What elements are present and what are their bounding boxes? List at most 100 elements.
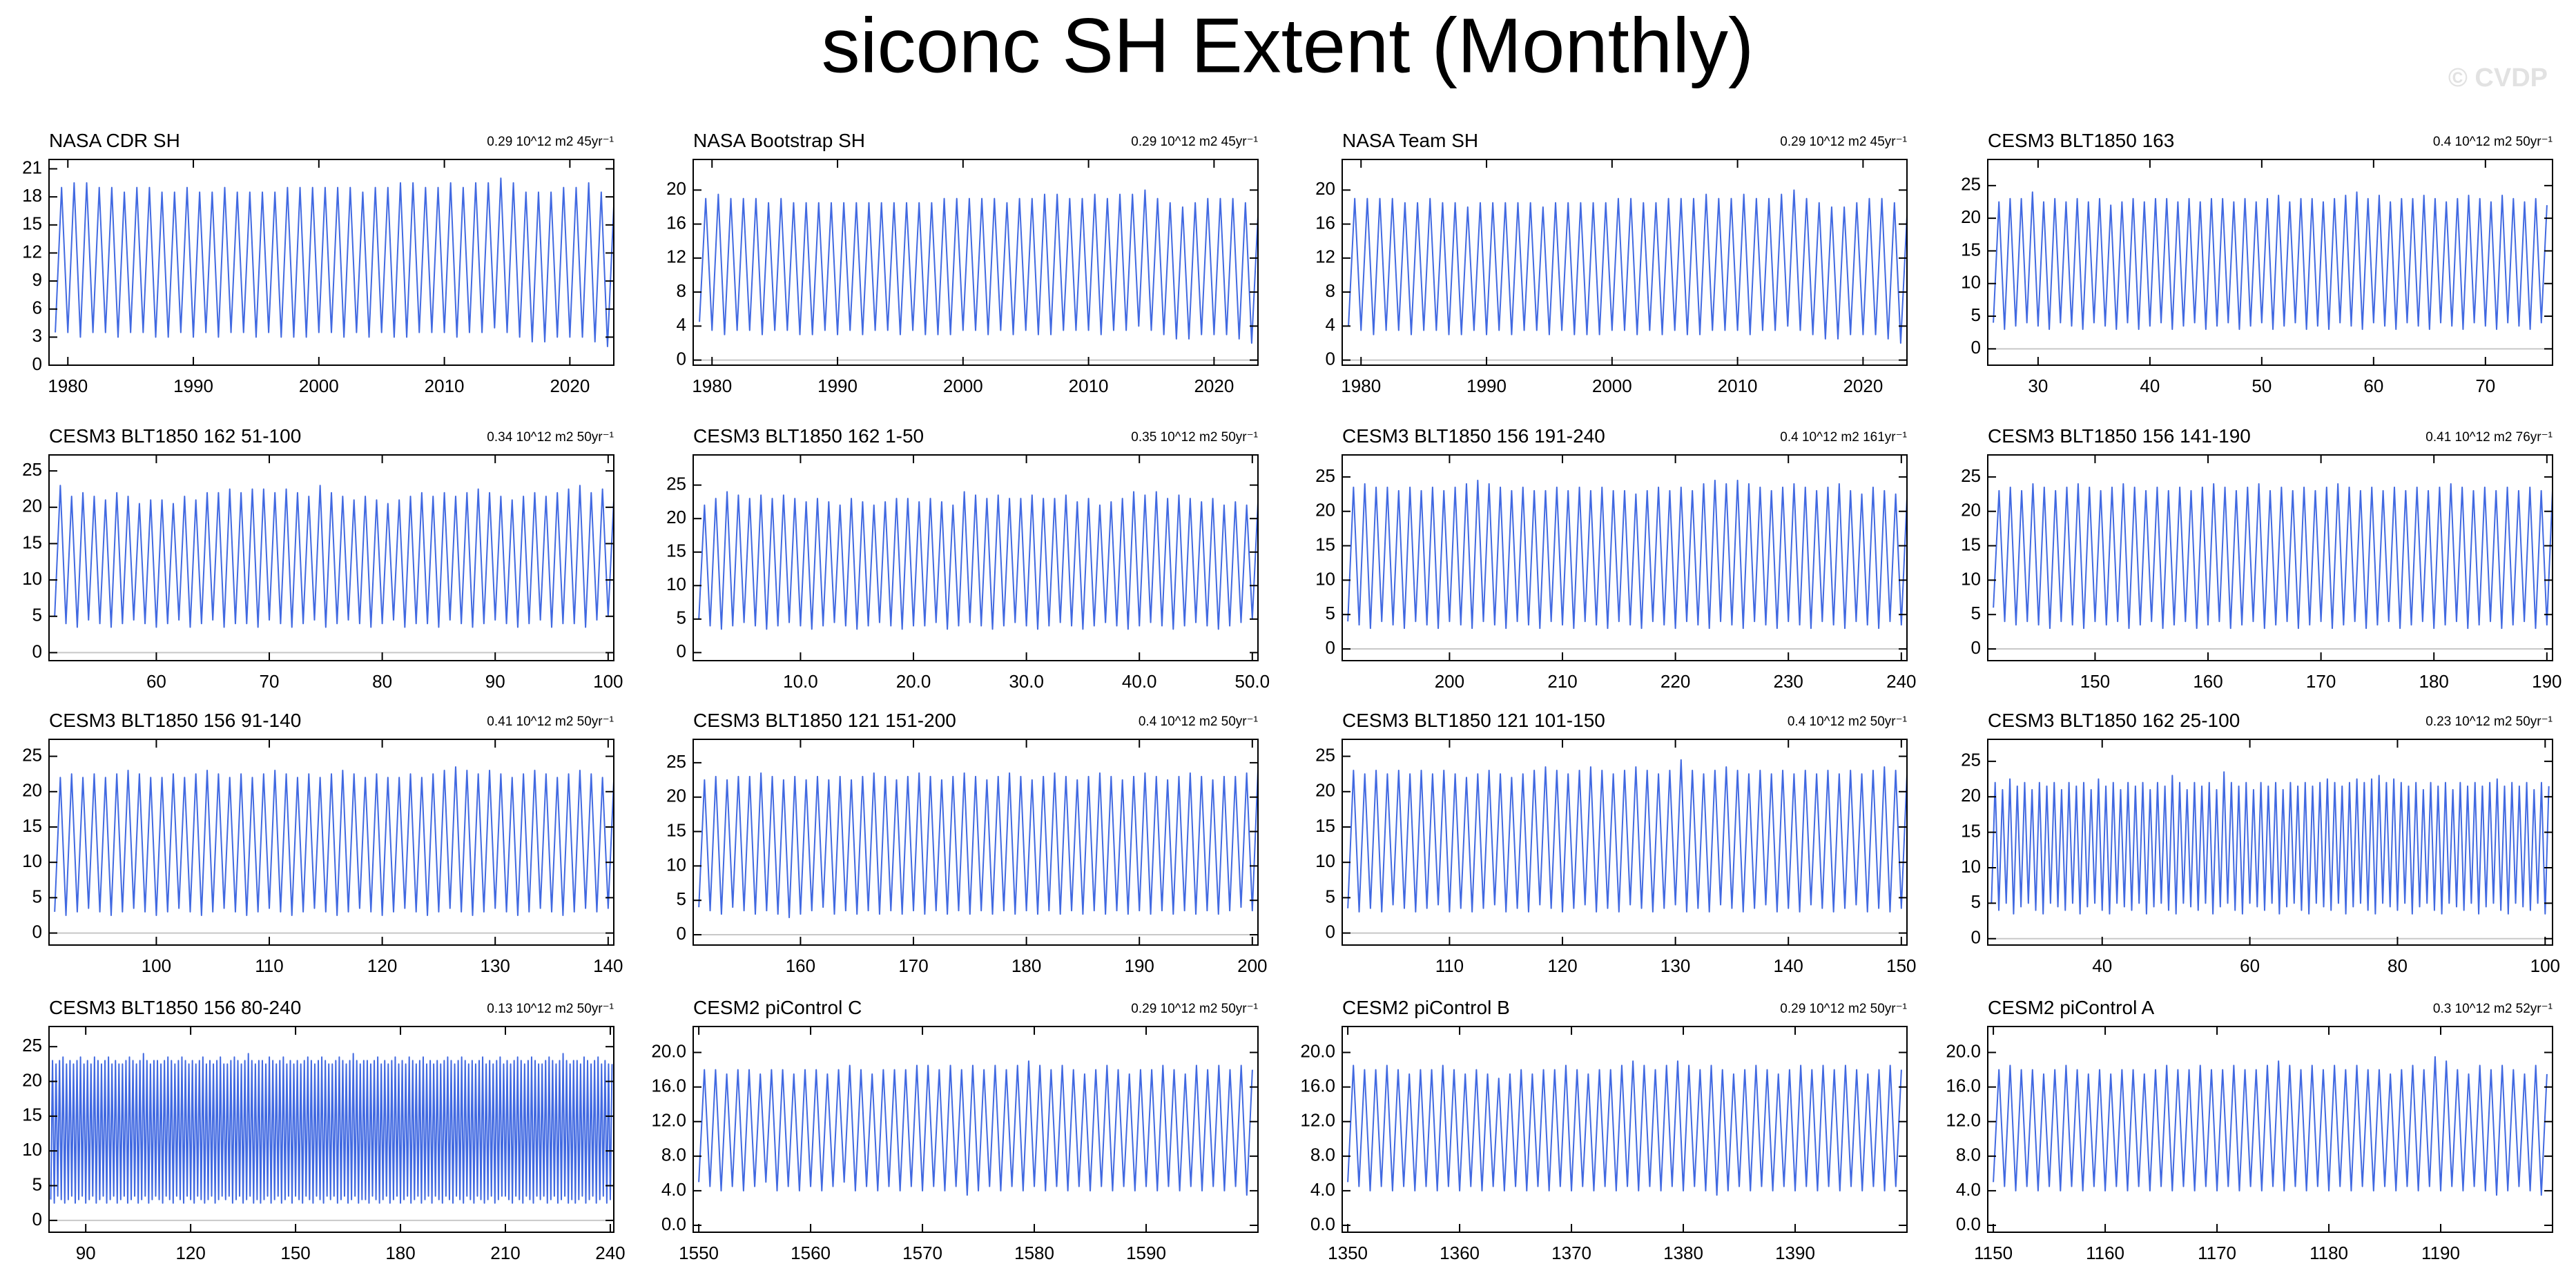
plot-frame [48, 1026, 614, 1233]
x-tick-label: 1390 [1775, 1243, 1815, 1263]
y-tick-label: 15 [1961, 534, 1981, 554]
y-tick-label: 10 [1961, 856, 1981, 877]
panel-title: CESM3 BLT1850 156 80-240 [49, 997, 301, 1018]
x-tick-label: 2020 [550, 376, 590, 396]
y-tick-label: 0 [677, 923, 686, 944]
x-tick-label: 1980 [48, 376, 88, 396]
data-line [1348, 189, 1908, 344]
x-tick-label: 240 [595, 1243, 625, 1263]
trend-label: 0.29 10^12 m2 50yr⁻¹ [1131, 1002, 1258, 1016]
data-line [698, 769, 1259, 919]
x-tick-label: 40.0 [1122, 671, 1157, 692]
x-tick-label: 1380 [1663, 1243, 1703, 1263]
x-tick-label: 2020 [1843, 376, 1883, 396]
x-tick-label: 140 [593, 955, 623, 976]
trend-label: 0.35 10^12 m2 50yr⁻¹ [1131, 430, 1258, 445]
x-tick-label: 1980 [1341, 376, 1381, 396]
y-tick-label: 20 [22, 1069, 42, 1090]
y-tick-label: 16 [666, 212, 686, 233]
x-tick-label: 120 [367, 955, 397, 976]
y-tick-label: 16 [1315, 212, 1335, 233]
trend-label: 0.3 10^12 m2 52yr⁻¹ [2433, 1002, 2553, 1016]
plot-frame [1342, 739, 1908, 946]
x-tick-label: 80 [372, 671, 392, 692]
x-tick-label: 60 [2240, 955, 2260, 976]
y-tick-label: 20 [666, 178, 686, 199]
x-tick-label: 220 [1660, 671, 1690, 692]
y-tick-label: 25 [22, 1035, 42, 1056]
y-tick-label: 10 [22, 568, 42, 589]
y-tick-label: 12.0 [1300, 1110, 1335, 1131]
x-tick-label: 190 [2532, 671, 2562, 692]
data-line [699, 189, 1259, 344]
x-tick-label: 140 [1774, 955, 1803, 976]
x-tick-label: 1550 [679, 1243, 719, 1263]
data-line [1347, 479, 1908, 630]
trend-label: 0.23 10^12 m2 50yr⁻¹ [2425, 714, 2553, 729]
trend-label: 0.4 10^12 m2 50yr⁻¹ [1788, 714, 1907, 729]
x-tick-label: 100 [142, 955, 171, 976]
y-tick-label: 0 [1326, 921, 1335, 942]
x-tick-label: 30 [2028, 376, 2048, 396]
y-tick-label: 25 [22, 744, 42, 765]
x-tick-label: 50.0 [1235, 671, 1270, 692]
y-tick-label: 0 [1971, 927, 1981, 948]
x-tick-label: 150 [280, 1243, 310, 1263]
trend-label: 0.29 10^12 m2 45yr⁻¹ [1780, 135, 1907, 149]
y-tick-label: 3 [32, 325, 42, 346]
y-tick-label: 0 [677, 348, 686, 369]
y-tick-label: 25 [1961, 465, 1981, 486]
y-tick-label: 20 [1961, 785, 1981, 806]
y-tick-label: 25 [666, 751, 686, 772]
y-tick-label: 16.0 [1946, 1076, 1981, 1096]
panel-title: CESM3 BLT1850 121 101-150 [1342, 710, 1605, 731]
x-tick-label: 1370 [1551, 1243, 1591, 1263]
y-tick-label: 15 [22, 213, 42, 234]
x-tick-label: 1980 [692, 376, 732, 396]
x-tick-label: 200 [1435, 671, 1464, 692]
y-tick-label: 10 [1961, 272, 1981, 293]
plot-frame [1987, 1026, 2553, 1233]
plot-frame [48, 454, 614, 661]
x-tick-label: 170 [2306, 671, 2336, 692]
y-tick-label: 20 [1961, 500, 1981, 521]
y-tick-label: 6 [32, 298, 42, 318]
plot-frame [1987, 159, 2553, 366]
y-tick-label: 25 [666, 474, 686, 494]
x-tick-label: 230 [1774, 671, 1803, 692]
y-tick-label: 12.0 [1946, 1110, 1981, 1131]
x-tick-label: 160 [2193, 671, 2222, 692]
x-tick-label: 240 [1886, 671, 1916, 692]
y-tick-label: 8 [1326, 280, 1335, 301]
y-tick-label: 12.0 [651, 1110, 686, 1131]
y-tick-label: 25 [1315, 744, 1335, 765]
x-tick-label: 1580 [1014, 1243, 1054, 1263]
y-tick-label: 10 [22, 1139, 42, 1160]
y-tick-label: 20.0 [1946, 1040, 1981, 1061]
x-tick-label: 110 [1435, 955, 1464, 976]
data-line [1993, 1056, 2548, 1196]
x-tick-label: 110 [255, 955, 283, 976]
x-tick-label: 1360 [1440, 1243, 1480, 1263]
y-tick-label: 0 [1971, 637, 1981, 658]
trend-label: 0.29 10^12 m2 45yr⁻¹ [1131, 135, 1258, 149]
x-tick-label: 40 [2092, 955, 2112, 976]
data-line [1991, 771, 2550, 915]
plot-frame [693, 159, 1259, 366]
x-tick-label: 180 [2419, 671, 2449, 692]
y-tick-label: 0 [32, 1209, 42, 1229]
x-tick-label: 90 [76, 1243, 96, 1263]
y-tick-label: 10 [666, 854, 686, 875]
x-tick-label: 2010 [1718, 376, 1758, 396]
data-line [1347, 1060, 1902, 1196]
panel-title: CESM3 BLT1850 162 51-100 [49, 425, 301, 447]
plot-frame [693, 739, 1259, 946]
panel-title: CESM3 BLT1850 163 [1988, 130, 2174, 151]
y-tick-label: 4.0 [1956, 1179, 1981, 1200]
y-tick-label: 20 [22, 780, 42, 801]
data-line [54, 485, 614, 628]
y-tick-label: 15 [22, 815, 42, 836]
y-tick-label: 20 [666, 786, 686, 806]
y-tick-label: 15 [1315, 534, 1335, 554]
y-tick-label: 10 [1315, 850, 1335, 871]
